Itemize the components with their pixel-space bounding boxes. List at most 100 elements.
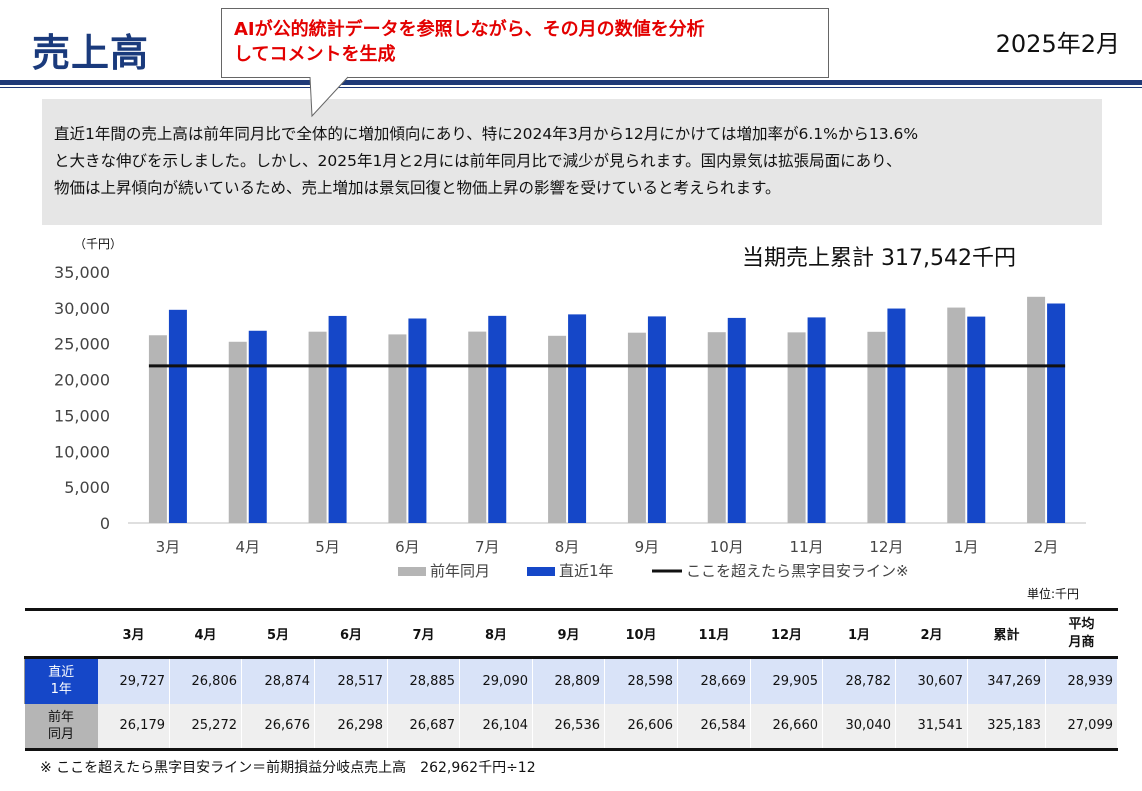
table-cell: 26,584 xyxy=(677,703,751,751)
table-cell: 28,874 xyxy=(241,657,315,704)
bar-recent-year xyxy=(408,318,427,523)
bar-recent-year xyxy=(568,314,587,523)
bar-prior-year xyxy=(627,332,646,523)
cumulative-sales-label: 当期売上累計 317,542千円 xyxy=(742,246,1016,271)
report-period: 2025年2月 xyxy=(995,30,1120,58)
table-cell: 28,669 xyxy=(677,657,751,704)
table-header-cell: 3月 xyxy=(97,608,170,659)
bar-recent-year xyxy=(727,317,746,523)
analysis-comment: 直近1年間の売上高は前年同月比で全体的に増加傾向にあり、特に2024年3月から1… xyxy=(42,99,1102,225)
table-cell: 29,727 xyxy=(97,657,170,704)
table-cell: 25,272 xyxy=(169,703,242,751)
table-header-cell: 10月 xyxy=(604,608,678,659)
title-divider xyxy=(0,80,1142,85)
table-cell: 29,090 xyxy=(459,657,533,704)
y-tick-label: 10,000 xyxy=(54,442,110,461)
table-cell: 28,885 xyxy=(387,657,460,704)
table-cell: 347,269 xyxy=(967,657,1046,704)
bar-recent-year xyxy=(488,315,507,523)
y-tick-label: 25,000 xyxy=(54,335,110,354)
bar-prior-year xyxy=(707,332,726,523)
comment-line-2: と大きな伸びを示しました。しかし、2025年1月と2月には前年同月比で減少が見ら… xyxy=(54,152,902,170)
title-divider-thin xyxy=(0,87,1142,88)
x-tick-label: 6月 xyxy=(395,538,420,556)
bar-prior-year xyxy=(867,331,886,523)
table-cell: 26,806 xyxy=(169,657,242,704)
table-row-label: 前年 同月 xyxy=(24,703,98,751)
x-tick-label: 4月 xyxy=(235,538,260,556)
x-tick-label: 1月 xyxy=(954,538,979,556)
bar-prior-year xyxy=(468,331,487,523)
table-row-label: 直近 1年 xyxy=(24,657,98,704)
table-cell: 28,598 xyxy=(604,657,678,704)
table-header-cell: 9月 xyxy=(532,608,605,659)
table-cell: 26,606 xyxy=(604,703,678,751)
bar-prior-year xyxy=(388,334,407,523)
table-header-cell: 累計 xyxy=(967,608,1046,659)
bar-recent-year xyxy=(248,330,267,523)
y-tick-label: 20,000 xyxy=(54,371,110,390)
x-tick-label: 10月 xyxy=(710,538,744,556)
x-tick-label: 11月 xyxy=(790,538,824,556)
x-tick-label: 5月 xyxy=(315,538,340,556)
callout-line-1: AIが公的統計データを参照しながら、その月の数値を分析 xyxy=(234,19,705,40)
callout-tail xyxy=(309,76,349,118)
table-cell: 27,099 xyxy=(1045,703,1118,751)
x-tick-label: 3月 xyxy=(156,538,181,556)
sales-data-table: 3月 4月 5月 6月 7月 8月 9月 10月 11月 12月 1月 2月 累計 平均 月商 直近 1年 29… xyxy=(24,608,1118,751)
legend-label-recent: 直近1年 xyxy=(559,562,614,580)
bar-prior-year xyxy=(548,335,567,523)
y-tick-label: 0 xyxy=(100,514,110,533)
table-cell: 28,517 xyxy=(314,657,388,704)
table-header-cell: 8月 xyxy=(459,608,533,659)
bar-recent-year xyxy=(887,308,906,523)
y-tick-label: 15,000 xyxy=(54,406,110,425)
y-tick-label: 35,000 xyxy=(54,263,110,282)
bar-prior-year xyxy=(1027,296,1046,523)
legend-label-line: ここを超えたら黒字目安ライン※ xyxy=(686,562,909,580)
table-cell: 28,782 xyxy=(822,657,896,704)
legend-swatch-prior xyxy=(398,567,426,576)
footnote: ※ ここを超えたら黒字目安ライン＝前期損益分岐点売上高 262,962千円÷12 xyxy=(40,760,536,776)
x-tick-label: 8月 xyxy=(555,538,580,556)
table-cell: 325,183 xyxy=(967,703,1046,751)
x-tick-label: 12月 xyxy=(869,538,903,556)
bar-prior-year xyxy=(228,341,247,523)
legend-label-prior: 前年同月 xyxy=(430,562,490,580)
table-header-cell: 1月 xyxy=(822,608,896,659)
table-row: 前年 同月 26,179 25,272 26,676 26,298 26,687 26,104… xyxy=(24,703,1118,751)
table-header-cell: 5月 xyxy=(241,608,315,659)
table-cell: 28,939 xyxy=(1045,657,1118,704)
table-cell: 26,179 xyxy=(97,703,170,751)
table-cell: 30,607 xyxy=(895,657,968,704)
sales-bar-chart: （千円） 0 5,000 10,000 15,000 20,000 25,000 30,000… xyxy=(54,237,1086,580)
legend-swatch-recent xyxy=(527,567,555,576)
bar-prior-year xyxy=(308,331,327,523)
page-title: 売上高 xyxy=(32,31,150,75)
x-tick-label: 9月 xyxy=(635,538,660,556)
comment-line-3: 物価は上昇傾向が続いているため、売上増加は景気回復と物価上昇の影響を受けていると… xyxy=(54,179,781,197)
table-header-cell: 6月 xyxy=(314,608,388,659)
bar-prior-year xyxy=(947,307,966,523)
bar-recent-year xyxy=(328,315,347,523)
table-cell: 26,660 xyxy=(750,703,823,751)
table-row: 直近 1年 29,727 26,806 28,874 28,517 28,885 29,090… xyxy=(24,657,1118,704)
table-header-corner xyxy=(24,608,98,659)
y-axis-unit-label: （千円） xyxy=(74,237,122,251)
table-header-cell: 7月 xyxy=(387,608,460,659)
bar-recent-year xyxy=(807,317,826,523)
table-cell: 30,040 xyxy=(822,703,896,751)
table-cell: 26,676 xyxy=(241,703,315,751)
bar-prior-year xyxy=(148,335,167,523)
callout-line-2: してコメントを生成 xyxy=(234,44,396,65)
x-tick-label: 2月 xyxy=(1034,538,1059,556)
bar-recent-year xyxy=(168,309,187,523)
table-cell: 26,687 xyxy=(387,703,460,751)
table-cell: 31,541 xyxy=(895,703,968,751)
table-unit-note: 単位:千円 xyxy=(1027,587,1080,601)
table-cell: 26,298 xyxy=(314,703,388,751)
bar-recent-year xyxy=(647,316,666,523)
bar-prior-year xyxy=(787,332,806,523)
y-tick-label: 5,000 xyxy=(64,478,110,497)
ai-callout: AIが公的統計データを参照しながら、その月の数値を分析 してコメントを生成 xyxy=(221,8,829,78)
